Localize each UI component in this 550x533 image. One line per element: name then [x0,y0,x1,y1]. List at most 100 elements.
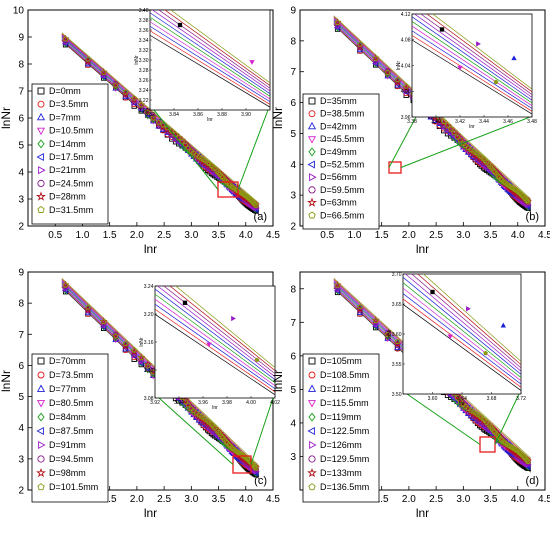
y-tick-label: 2 [290,222,296,233]
legend-label: D=0mm [49,86,81,96]
inset-fit-line [150,30,270,105]
legend-label: D=112mm [320,384,361,394]
x-tick-label: 0.5 [320,230,334,241]
inset-data-point [249,60,255,65]
panel-a: 0.5 1.0 1.5 2.0 2.5 3.0 3.5 4.0 4.5 2 3 4 5 6 7 8 9 10 lnr… [0,6,280,257]
inset-x-tick-label: 3.44 [479,119,489,125]
inset-fit-line [155,293,275,383]
data-point [138,356,145,362]
legend-marker [308,412,316,422]
series-9 [62,36,259,208]
legend-label: D=35mm [320,96,357,106]
legend-marker [309,173,317,182]
data-point [334,20,341,27]
legend-label: D=133mm [320,468,362,478]
inset-lines [155,286,275,396]
panel-label: (c) [254,475,267,487]
legend-marker [307,160,315,169]
inset-fit-line [155,308,275,393]
x-tick-label: 3.5 [212,230,226,241]
data-point [144,109,151,115]
y-tick-label: 8 [18,60,24,71]
inset-data-point [206,342,212,348]
inset-fit-line [169,286,275,371]
x-axis-label: lnr [144,506,157,520]
legend-marker [38,166,46,175]
inset-x-tick-label: 3.38 [407,119,417,125]
y-tick-label: 7 [18,87,24,98]
inset-fit-line [150,25,270,103]
inset: 3.82 3.84 3.86 3.88 3.90 3.20 3.22 3.24 3.26 3.28… [134,8,271,123]
data-point [150,114,157,121]
legend-marker [37,205,45,213]
legend-label: D=129.5mm [320,454,369,464]
legend-label: D=80.5mm [49,398,93,408]
data-point [138,354,145,361]
x-tick-label: 4.5 [266,494,280,505]
legend-label: D=108.5mm [320,370,369,380]
inset-fit-line [150,16,270,97]
legend-label: D=70mm [49,356,86,366]
inset-y-tick-label: 3.96 [401,115,411,121]
data-point [525,199,531,205]
x-tick-label: 1.5 [103,494,117,505]
legend-label: D=73.5mm [49,370,93,380]
data-point [394,76,401,83]
legend-label: D=31.5mm [49,205,93,215]
zoom-connector [250,397,274,465]
inset-y-tick-label: 3.30 [139,58,149,64]
zoom-box [479,436,496,453]
legend-marker [36,191,46,201]
data-point [100,69,107,75]
legend-label: D=3.5mm [49,99,88,109]
data-point [333,24,340,31]
inset-fit-line [412,30,532,109]
legend-label: D=91mm [49,440,86,450]
y-tick-label: 5 [290,385,296,396]
legend-marker [307,426,315,436]
inset-fit-line [403,293,521,385]
inset-x-tick-label: 4.02 [270,400,280,406]
legend-frame [302,93,380,230]
x-tick-label: 1.5 [103,230,117,241]
data-point [357,41,363,47]
data-point [334,282,341,288]
legend-label: D=101.5mm [49,482,98,492]
data-point [184,143,192,151]
inset-x-tick-label: 3.42 [455,119,465,125]
y-tick-label: 8 [290,36,296,47]
legend-label: D=49mm [320,147,357,157]
inset-data-point [447,334,453,340]
data-point [218,433,225,439]
inset-y-tick-label: 3.24 [144,284,154,290]
data-point [372,317,379,323]
legend-marker [307,121,317,130]
data-point [185,145,191,151]
data-point [190,150,197,156]
inset-lines [150,10,270,108]
data-point [445,127,452,134]
x-tick-label: 1.0 [347,230,361,241]
legend-marker [38,440,46,450]
y-tick-label: 7 [18,330,24,341]
data-point [184,400,193,408]
inset-fit-line [422,274,521,362]
data-point [524,197,530,204]
inset-fit-line [151,10,270,92]
inset-fit-line [403,282,521,378]
inset-fit-line [155,298,275,387]
legend-label: D=52.5mm [320,160,364,170]
inset-fit-line [412,21,532,104]
x-tick-label: 2.0 [402,494,416,505]
legend-marker [307,197,317,207]
data-point [85,56,91,62]
legend-marker [36,400,46,408]
inset-x-tick-label: 3.98 [222,400,232,406]
legend-marker [36,384,46,392]
legend-label: D=14mm [49,139,86,149]
inset-data-point [493,79,499,84]
legend-label: D=63mm [320,198,357,208]
data-point [100,319,107,326]
legend-marker [37,87,45,95]
inset-y-tick-label: 3.40 [139,8,149,14]
